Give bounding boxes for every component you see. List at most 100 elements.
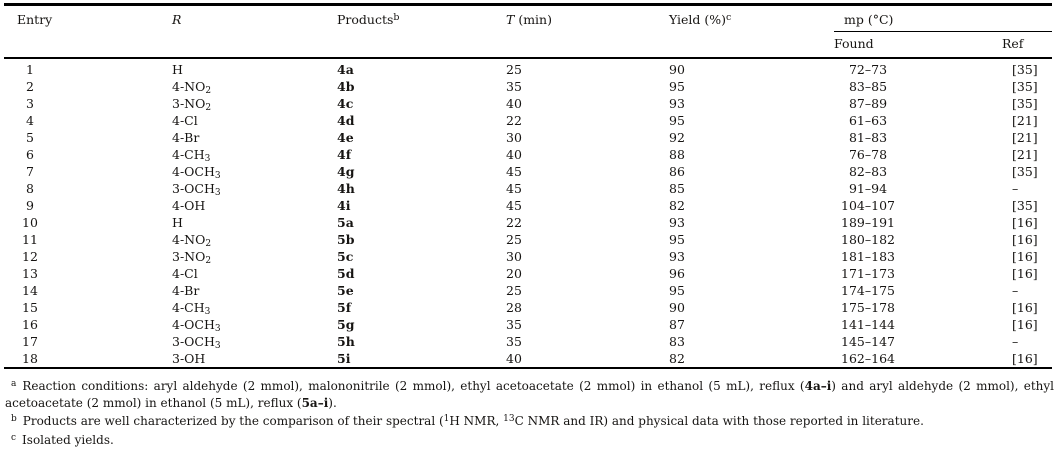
compound-range-5a-i: 5a–i [301,395,329,410]
column-header-products-label: Products [337,12,394,27]
entry-cell: 6 [26,147,34,162]
table-footnotes: a Reaction conditions: aryl aldehyde (2 m… [2,378,1054,448]
entry-cell: 17 [22,334,38,349]
substituent-cell: 4-OCH3 [172,164,221,181]
entry-cell: 16 [22,317,38,332]
product-cell: 5b [337,232,355,247]
chemical-subscript: 2 [205,239,212,249]
product-cell: 5c [337,249,354,264]
time-cell: 28 [506,300,522,315]
time-cell: 45 [506,181,522,196]
substituent-cell: 3-NO2 [172,249,212,266]
mp-found-cell: 76–78 [848,147,888,162]
time-cell: 40 [506,96,522,111]
mp-ref-cell: [35] [1012,96,1038,111]
mp-ref-cell: [35] [1012,164,1038,179]
chemical-subscript: 3 [204,154,211,164]
yield-cell: 95 [669,283,685,298]
product-cell: 4g [337,164,355,179]
column-header-entry: Entry [4,4,164,59]
table-row: 14 4-Br 5e 25 95 174–175 – [4,282,1052,299]
column-header-time-unit: (min) [514,12,552,27]
product-cell: 4b [337,79,355,94]
table-row: 13 4-Cl 5d 20 96 171–173 [16] [4,265,1052,282]
table-row: 10 H 5a 22 93 189–191 [16] [4,214,1052,231]
product-cell: 5e [337,283,354,298]
compound-range-4a-i: 4a–i [804,379,832,393]
nmr-isotope-13: 13 [503,414,515,424]
product-cell: 4i [337,198,351,213]
chemical-subscript: 3 [214,171,221,181]
table-row: 11 4-NO2 5b 25 95 180–182 [16] [4,231,1052,249]
column-header-products: Productsb [329,4,499,59]
product-cell: 4c [337,96,354,111]
yield-cell: 92 [669,130,685,145]
yield-cell: 82 [669,198,685,213]
yield-cell: 88 [669,147,685,162]
mp-found-cell: 174–175 [841,283,895,298]
yield-cell: 95 [669,79,685,94]
mp-ref-cell: [16] [1012,232,1038,247]
column-header-yield-label: Yield (%) [669,12,727,27]
mp-ref-cell: [16] [1012,317,1038,332]
mp-found-cell: 162–164 [841,351,895,366]
substituent-cell: 4-OCH3 [172,317,221,334]
time-cell: 45 [506,198,522,213]
time-cell: 35 [506,317,522,332]
chemical-subscript: 2 [205,86,212,96]
table-row: 6 4-CH3 4f 40 88 76–78 [21] [4,146,1052,164]
time-cell: 22 [506,215,522,230]
table-row: 2 4-NO2 4b 35 95 83–85 [35] [4,78,1052,96]
table-row: 9 4-OH 4i 45 82 104–107 [35] [4,197,1052,214]
substituent-cell: 4-CH3 [172,300,211,317]
entry-cell: 4 [26,113,34,128]
product-cell: 5f [337,300,352,315]
product-cell: 4d [337,113,355,128]
entry-cell: 18 [22,351,38,366]
substituent-cell: 3-OH [172,351,206,366]
table-body: 1 H 4a 25 90 72–73 [35] 2 4-NO2 4b 35 95… [4,58,1052,368]
mp-found-cell: 141–144 [841,317,895,332]
substituent-cell: 4-NO2 [172,232,212,249]
mp-ref-cell: [35] [1012,198,1038,213]
mp-found-cell: 189–191 [841,215,895,230]
table-row: 1 H 4a 25 90 72–73 [35] [4,58,1052,78]
mp-found-cell: 72–73 [848,62,888,77]
yield-cell: 95 [669,113,685,128]
substituent-cell: 4-OH [172,198,206,213]
chemical-subscript: 3 [214,341,221,351]
product-cell: 5i [337,351,351,366]
footnote-marker-b-ref: b [393,12,400,23]
mp-found-cell: 83–85 [848,79,888,94]
time-cell: 20 [506,266,522,281]
entry-cell: 15 [22,300,38,315]
yield-cell: 87 [669,317,685,332]
product-cell: 5a [337,215,354,230]
nmr-isotope-1: 1 [443,414,450,424]
time-cell: 35 [506,334,522,349]
mp-ref-cell: [16] [1012,266,1038,281]
entry-cell: 8 [26,181,34,196]
entry-cell: 1 [26,62,34,77]
mp-ref-cell: [21] [1012,147,1038,162]
yield-cell: 93 [669,249,685,264]
time-cell: 25 [506,62,522,77]
mp-found-cell: 171–173 [841,266,895,281]
mp-found-cell: 87–89 [848,96,888,111]
substituent-cell: 3-OCH3 [172,181,221,198]
mp-found-cell: 82–83 [848,164,888,179]
entry-cell: 14 [22,283,38,298]
table-row: 8 3-OCH3 4h 45 85 91–94 – [4,180,1052,198]
time-cell: 22 [506,113,522,128]
yield-cell: 83 [669,334,685,349]
mp-ref-cell: [16] [1012,351,1038,366]
mp-ref-cell: – [1012,181,1019,196]
mp-found-cell: 175–178 [841,300,895,315]
table-row: 4 4-Cl 4d 22 95 61–63 [21] [4,112,1052,129]
entry-cell: 13 [22,266,38,281]
column-header-time-symbol: T [506,12,515,27]
column-header-yield: Yield (%)c [662,4,834,59]
product-cell: 4h [337,181,355,196]
substituent-cell: 3-NO2 [172,96,212,113]
substituent-cell: 4-NO2 [172,79,212,96]
